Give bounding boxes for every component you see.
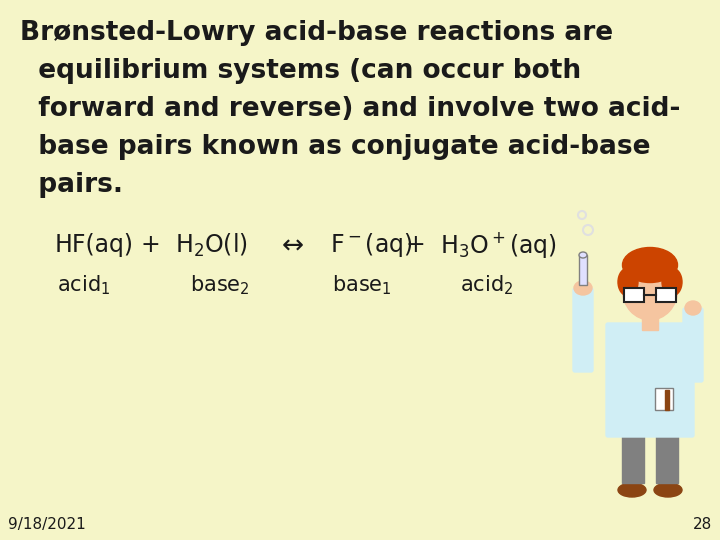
Text: +: + bbox=[140, 233, 160, 257]
Ellipse shape bbox=[623, 247, 678, 282]
Bar bbox=[656, 433, 678, 483]
Text: 9/18/2021: 9/18/2021 bbox=[8, 517, 86, 532]
Text: HF(aq): HF(aq) bbox=[55, 233, 134, 257]
Text: pairs.: pairs. bbox=[20, 172, 123, 198]
Text: base$_2$: base$_2$ bbox=[190, 273, 250, 297]
Text: base pairs known as conjugate acid-base: base pairs known as conjugate acid-base bbox=[20, 134, 650, 160]
Ellipse shape bbox=[579, 252, 587, 258]
Text: base$_1$: base$_1$ bbox=[332, 273, 392, 297]
Text: forward and reverse) and involve two acid-: forward and reverse) and involve two aci… bbox=[20, 96, 680, 122]
Bar bbox=[622, 433, 644, 483]
Text: +: + bbox=[405, 233, 425, 257]
Ellipse shape bbox=[623, 260, 678, 320]
Text: acid$_2$: acid$_2$ bbox=[460, 273, 513, 297]
Ellipse shape bbox=[618, 483, 646, 497]
FancyBboxPatch shape bbox=[606, 323, 694, 437]
Text: H$_2$O(l): H$_2$O(l) bbox=[175, 232, 248, 259]
Ellipse shape bbox=[618, 268, 638, 296]
Text: acid$_1$: acid$_1$ bbox=[57, 273, 110, 297]
Text: F$^-$(aq): F$^-$(aq) bbox=[330, 231, 413, 259]
Ellipse shape bbox=[574, 281, 592, 295]
Bar bbox=[642, 310, 658, 330]
Text: H$_3$O$^+$(aq): H$_3$O$^+$(aq) bbox=[440, 230, 557, 260]
Ellipse shape bbox=[654, 483, 682, 497]
Bar bbox=[656, 288, 676, 302]
Text: $\leftrightarrow$: $\leftrightarrow$ bbox=[276, 232, 304, 258]
Bar bbox=[665, 390, 669, 410]
Bar bbox=[655, 388, 673, 410]
FancyBboxPatch shape bbox=[573, 288, 593, 372]
Ellipse shape bbox=[685, 301, 701, 315]
Text: Brønsted-Lowry acid-base reactions are: Brønsted-Lowry acid-base reactions are bbox=[20, 20, 613, 46]
FancyBboxPatch shape bbox=[683, 308, 703, 382]
Bar bbox=[624, 288, 644, 302]
Bar bbox=[579, 255, 587, 285]
Text: 28: 28 bbox=[693, 517, 712, 532]
Ellipse shape bbox=[662, 268, 682, 296]
Text: equilibrium systems (can occur both: equilibrium systems (can occur both bbox=[20, 58, 581, 84]
